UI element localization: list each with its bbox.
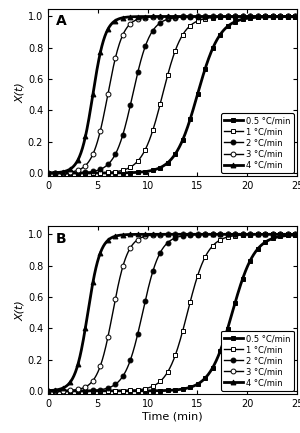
X-axis label: Time (min): Time (min) — [142, 412, 203, 422]
Legend: 0.5 °C/min, 1 °C/min, 2 °C/min, 3 °C/min, 4 °C/min: 0.5 °C/min, 1 °C/min, 2 °C/min, 3 °C/min… — [221, 113, 294, 173]
Y-axis label: X(t): X(t) — [15, 82, 25, 103]
Y-axis label: X(t): X(t) — [15, 300, 25, 320]
Legend: 0.5 °C/min, 1 °C/min, 2 °C/min, 3 °C/min, 4 °C/min: 0.5 °C/min, 1 °C/min, 2 °C/min, 3 °C/min… — [221, 331, 294, 391]
Text: B: B — [56, 232, 66, 246]
Text: A: A — [56, 14, 66, 28]
